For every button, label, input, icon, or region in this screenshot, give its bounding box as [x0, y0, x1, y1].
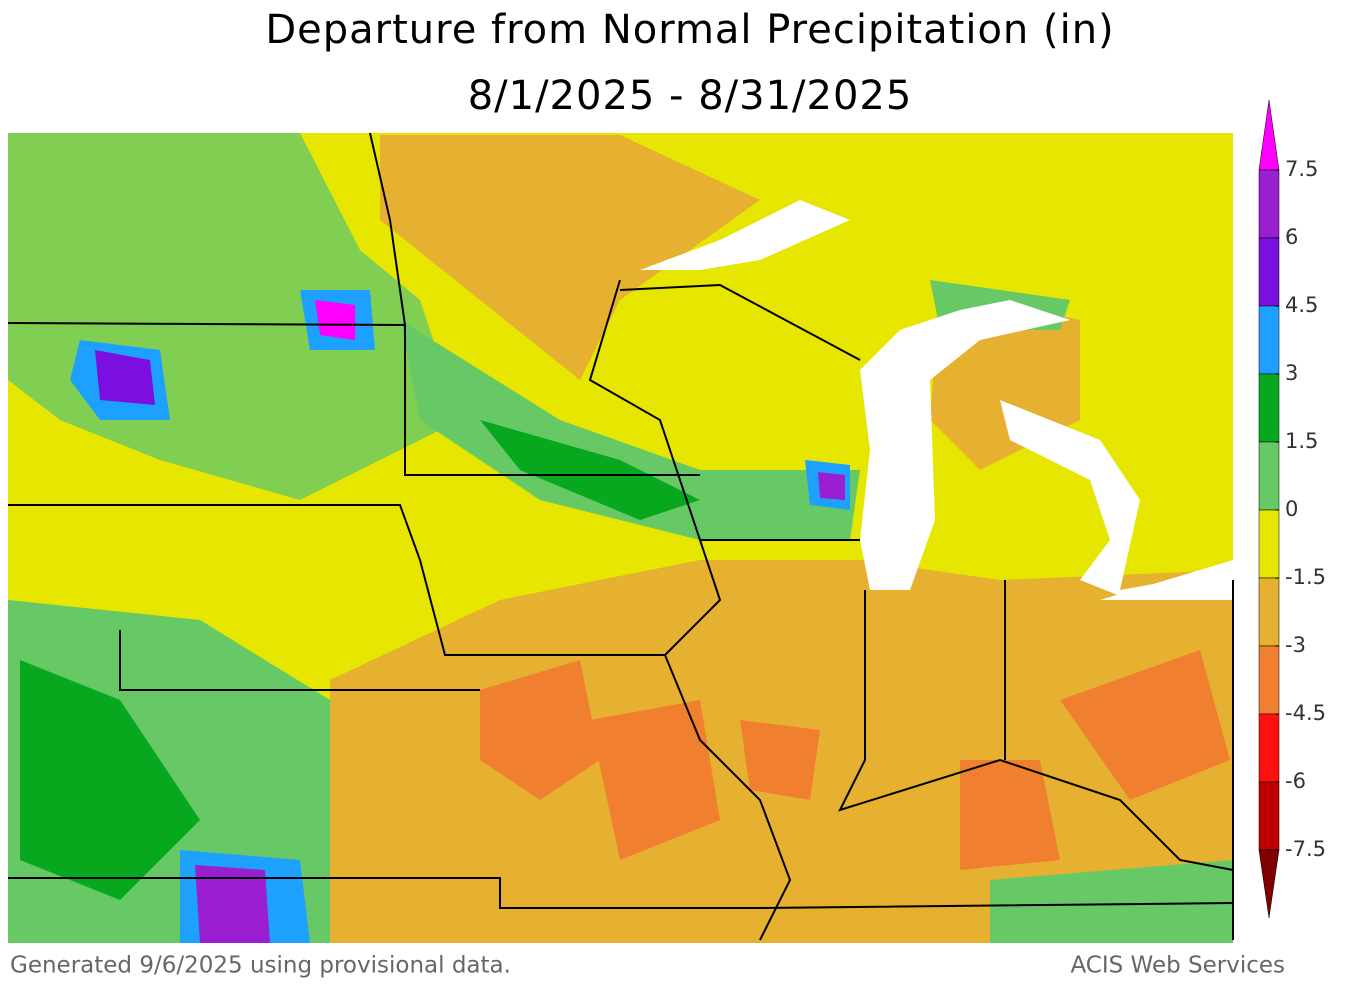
colorbar-tick-label: 1.5: [1285, 429, 1318, 453]
colorbar-bin: [1258, 509, 1280, 579]
colorbar: 7.5 6 4.5 3 1.5 0 -1.5 -3 -4.5 -6 -7.5: [1258, 99, 1326, 919]
colorbar-bin: [1258, 237, 1280, 307]
colorbar-bin: [1258, 713, 1280, 783]
colorbar-bin: [1258, 645, 1280, 715]
colorbar-tick-label: 7.5: [1285, 157, 1318, 181]
map-area: [7, 132, 1234, 943]
colorbar-tick-label: 3: [1285, 361, 1298, 385]
colorbar-bin: [1258, 781, 1280, 851]
colorbar-arrow-bottom: [1258, 849, 1280, 919]
footer-credit: ACIS Web Services: [1070, 953, 1285, 979]
colorbar-bin: [1258, 169, 1280, 239]
colorbar-tick-label: 4.5: [1285, 293, 1318, 317]
colorbar-tick-label: -4.5: [1285, 701, 1326, 725]
colorbar-bin: [1258, 441, 1280, 511]
colorbar-bin: [1258, 373, 1280, 443]
map-subtitle: 8/1/2025 - 8/31/2025: [468, 73, 913, 119]
colorbar-bin: [1258, 577, 1280, 647]
colorbar-tick-label: 0: [1285, 497, 1298, 521]
colorbar-bin: [1258, 305, 1280, 375]
colorbar-arrow-top: [1258, 99, 1280, 171]
colorbar-tick-label: -6: [1285, 769, 1306, 793]
colorbar-tick-label: -7.5: [1285, 837, 1326, 861]
map-title: Departure from Normal Precipitation (in): [265, 7, 1114, 53]
colorbar-tick-label: 6: [1285, 225, 1298, 249]
footer-note: Generated 9/6/2025 using provisional dat…: [10, 953, 511, 979]
colorbar-tick-label: -3: [1285, 633, 1306, 657]
colorbar-tick-label: -1.5: [1285, 565, 1326, 589]
